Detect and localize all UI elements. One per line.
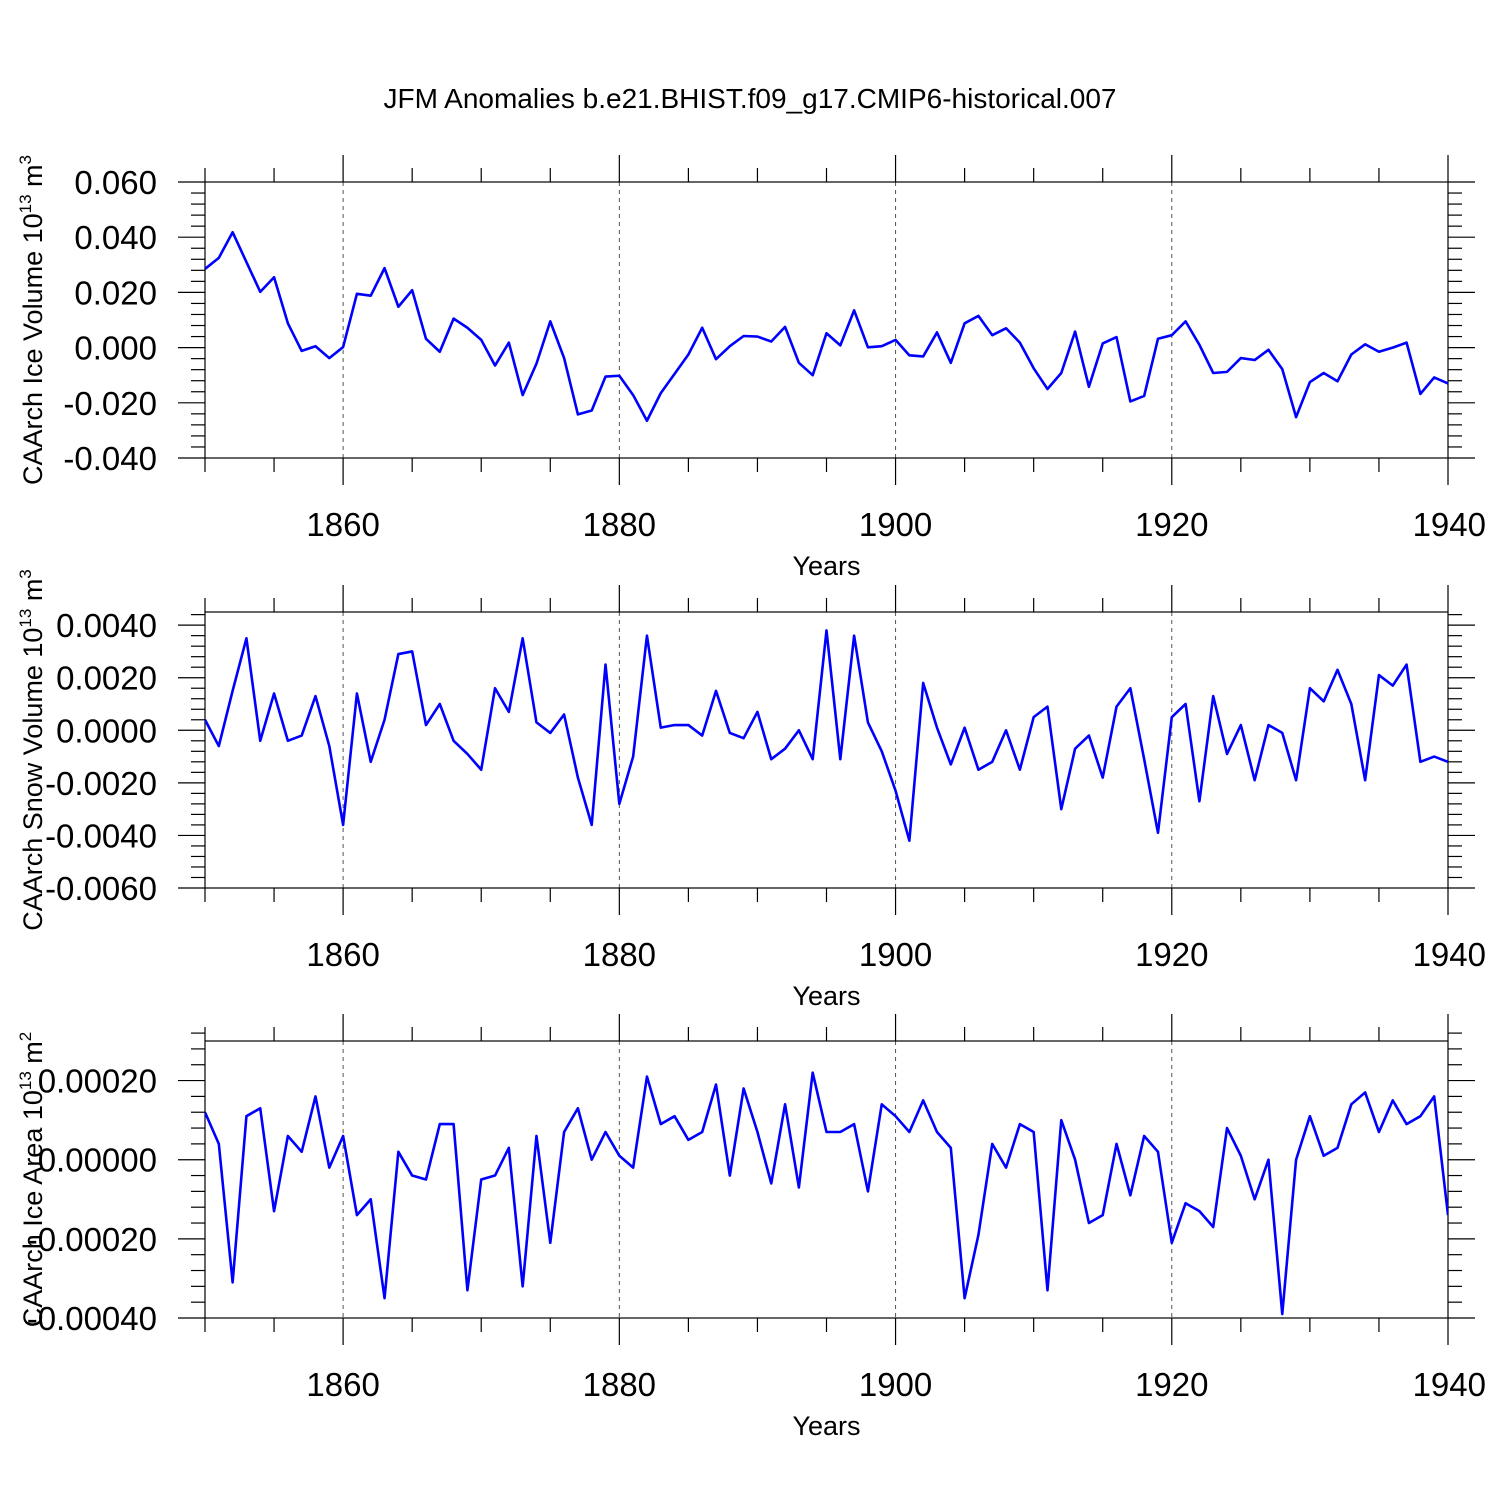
- x-axis-label: Years: [792, 981, 860, 1011]
- series-line-1: [205, 629, 1448, 842]
- y-tick-label: -0.0020: [45, 765, 157, 802]
- figure-title: JFM Anomalies b.e21.BHIST.f09_g17.CMIP6-…: [383, 83, 1116, 114]
- y-tick-label: -0.040: [63, 440, 157, 477]
- y-tick-label: 0.0040: [56, 607, 157, 644]
- y-axis-label: CAArch Ice Volume 1013 m3: [16, 155, 48, 485]
- y-tick-label: 0.00000: [38, 1142, 157, 1179]
- x-tick-label: 1880: [583, 506, 656, 543]
- y-axis-label-group: CAArch Snow Volume 1013 m3: [16, 569, 48, 931]
- x-tick-label: 1940: [1413, 1366, 1486, 1403]
- chart-panel-1: -0.040 -0.020 0.000 0.020 0.040 0.060 1860 1880…: [16, 155, 1486, 581]
- chart-panel-2: -0.0060 -0.0040 -0.0020 0.0000 0.0020 0.0040 1…: [16, 569, 1486, 1011]
- y-tick-label: -0.00020: [27, 1221, 157, 1258]
- series-line-1: [205, 230, 1448, 423]
- x-tick-label: 1900: [859, 936, 932, 973]
- x-tick-label: 1920: [1135, 936, 1208, 973]
- x-axis-label: Years: [792, 551, 860, 581]
- y-tick-label: 0.000: [74, 330, 157, 367]
- x-tick-label: 1940: [1413, 936, 1486, 973]
- x-tick-label: 1860: [306, 936, 379, 973]
- x-tick-label: 1920: [1135, 506, 1208, 543]
- x-tick-label: 1880: [583, 1366, 656, 1403]
- y-tick-label: -0.0060: [45, 870, 157, 907]
- y-axis-label: CAArch Snow Volume 1013 m3: [16, 569, 48, 931]
- x-tick-label: 1900: [859, 1366, 932, 1403]
- panels: -0.040 -0.020 0.000 0.020 0.040 0.060 1860 1880…: [16, 155, 1486, 1441]
- y-tick-label: 0.020: [74, 274, 157, 311]
- x-tick-label: 1900: [859, 506, 932, 543]
- x-tick-label: 1940: [1413, 506, 1486, 543]
- x-tick-label: 1920: [1135, 1366, 1208, 1403]
- x-axis-label: Years: [792, 1411, 860, 1441]
- chart-panel-3: -0.00040 -0.00020 0.00000 0.00020 1860 1880 19…: [16, 1014, 1486, 1441]
- y-axis-label-group: CAArch Ice Area 1013 m2: [16, 1032, 48, 1328]
- y-axis-label: CAArch Ice Area 1013 m2: [16, 1032, 48, 1328]
- y-tick-label: 0.0020: [56, 660, 157, 697]
- y-tick-label: -0.020: [63, 385, 157, 422]
- y-tick-label: 0.0000: [56, 712, 157, 749]
- y-tick-label: 0.00020: [38, 1063, 157, 1100]
- x-tick-label: 1860: [306, 1366, 379, 1403]
- y-tick-label: -0.0040: [45, 817, 157, 854]
- y-tick-label: 0.040: [74, 219, 157, 256]
- y-tick-label: 0.060: [74, 164, 157, 201]
- x-tick-label: 1860: [306, 506, 379, 543]
- y-tick-label: -0.00040: [27, 1300, 157, 1337]
- x-tick-label: 1880: [583, 936, 656, 973]
- series-line-1: [205, 1071, 1448, 1316]
- y-axis-label-group: CAArch Ice Volume 1013 m3: [16, 155, 48, 485]
- plot-frame: [204, 181, 1449, 459]
